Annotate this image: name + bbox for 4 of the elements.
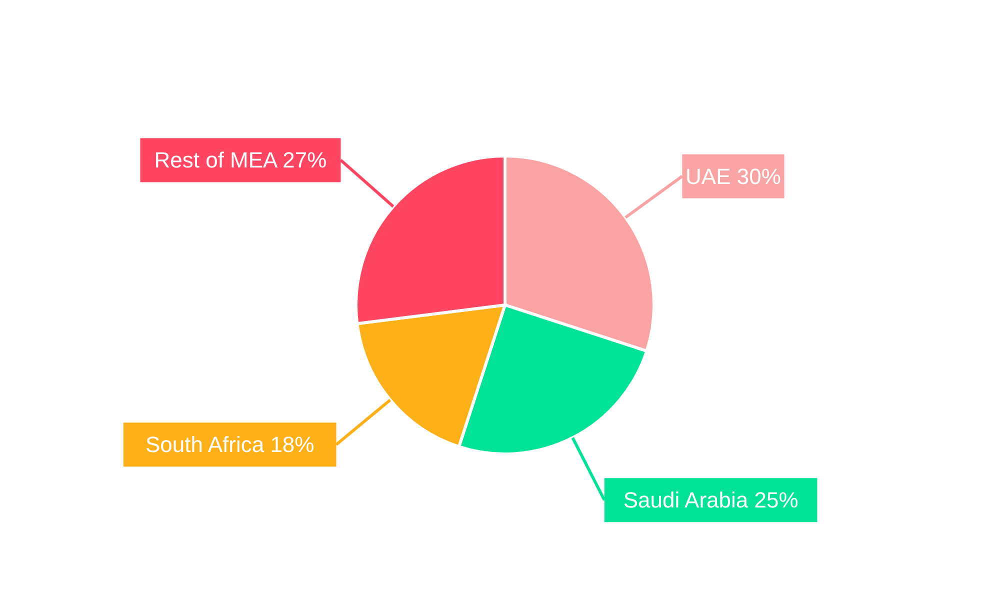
slice-label: UAE 30% bbox=[686, 164, 781, 189]
slice-label: Rest of MEA 27% bbox=[154, 148, 327, 173]
slice-label: South Africa 18% bbox=[145, 432, 314, 458]
slice-label: Saudi Arabia 25% bbox=[623, 488, 798, 513]
